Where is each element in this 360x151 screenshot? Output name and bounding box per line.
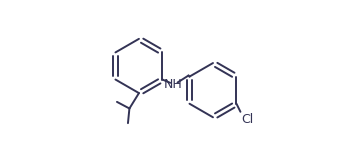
Text: Cl: Cl xyxy=(241,113,253,126)
Text: NH: NH xyxy=(164,78,183,91)
